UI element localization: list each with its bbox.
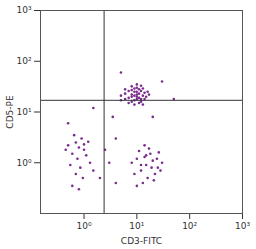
svg-text:10²: 10² bbox=[16, 56, 31, 66]
svg-text:10²: 10² bbox=[182, 221, 197, 231]
svg-text:10³: 10³ bbox=[16, 5, 31, 15]
svg-text:CD5-PE: CD5-PE bbox=[5, 95, 15, 129]
svg-text:10¹: 10¹ bbox=[16, 107, 31, 117]
svg-text:10¹: 10¹ bbox=[129, 221, 144, 231]
svg-text:10³: 10³ bbox=[235, 221, 250, 231]
svg-text:10⁰: 10⁰ bbox=[16, 158, 31, 168]
svg-text:10⁰: 10⁰ bbox=[76, 221, 91, 231]
svg-text:CD3-FITC: CD3-FITC bbox=[121, 236, 162, 246]
